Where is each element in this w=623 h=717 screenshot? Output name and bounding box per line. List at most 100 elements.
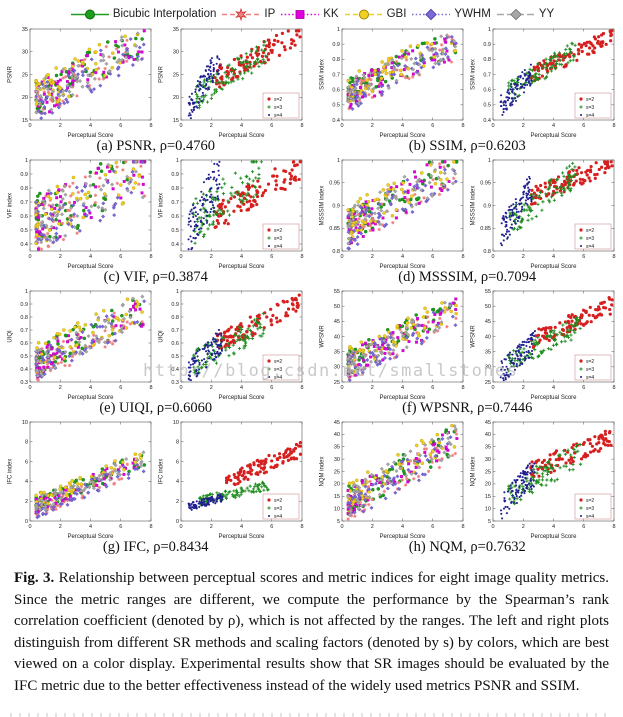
scale-legend: s=2 s=3 s=4 [262,493,300,520]
panel-caption-a: (a) PSNR, ρ=0.4760 [96,138,216,154]
scale-legend: s=2 s=3 s=4 [574,493,612,520]
scatter-plot-e-left: 0 2 4 6 8 0.3 0.4 0.5 0.6 0.7 0.8 0.9 1 Perceptual Sc… [8,289,153,401]
svg-text:25: 25 [22,72,28,78]
plot-row-3: 0 2 4 6 8 0.3 0.4 0.5 0.6 0.7 0.8 0.9 1 Perceptual Sc… [0,287,623,401]
svg-text:s=2: s=2 [586,228,594,234]
x-axis-label: Perceptual Score [379,133,426,139]
scatter-points [34,159,147,251]
svg-text:8: 8 [149,254,152,260]
x-axis-label: Perceptual Score [530,395,577,401]
svg-text:0.8: 0.8 [20,315,28,321]
svg-text:8: 8 [612,524,615,530]
svg-text:2: 2 [210,524,213,530]
scatter-points [346,297,458,383]
svg-text:15: 15 [22,118,28,124]
scale-legend: s=2 s=3 s=4 [262,92,300,119]
svg-text:s=3: s=3 [586,506,594,512]
svg-text:0.8: 0.8 [20,186,28,192]
svg-text:2: 2 [210,254,213,260]
legend-item-ip: IP [220,7,275,22]
legend-label: Bicubic Interpolation [112,8,217,20]
svg-text:s=3: s=3 [586,236,594,242]
svg-text:0.9: 0.9 [171,172,179,178]
x-axis-label: Perceptual Score [530,264,577,270]
svg-text:1: 1 [25,289,28,295]
svg-text:s=3: s=3 [274,105,282,111]
panel-b: 0 2 4 6 8 0.4 0.5 0.6 0.7 0.8 0.9 1 Perceptual Score… [317,25,618,139]
svg-text:s=4: s=4 [274,375,282,381]
svg-text:8: 8 [300,385,303,391]
scatter-points [34,294,147,382]
cutoff-next-line [10,713,613,717]
scale-legend: s=2 s=3 s=4 [574,354,612,381]
legend-item-bicubic-interpolation: Bicubic Interpolation [69,7,217,22]
y-axis-label: MSSSIM index [471,186,477,226]
svg-text:2: 2 [371,524,374,530]
svg-text:1: 1 [176,158,179,164]
svg-text:4: 4 [401,123,404,129]
svg-text:8: 8 [25,440,28,446]
svg-text:8: 8 [149,524,152,530]
svg-text:1: 1 [176,289,179,295]
figure-legend: Bicubic Interpolation IP KK GBI YWHM YY [0,5,623,23]
scatter-plot-f-left: 0 2 4 6 8 25 30 35 40 45 50 55 Perceptual Score WPSNR [320,289,465,401]
svg-text:0: 0 [340,123,343,129]
svg-text:6: 6 [25,459,28,465]
panel-caption-f: (f) WPSNR, ρ=0.7446 [402,400,533,416]
svg-text:40: 40 [334,334,340,340]
x-axis-label: Perceptual Score [67,264,114,270]
svg-text:s=3: s=3 [274,506,282,512]
svg-text:0: 0 [340,524,343,530]
scale-legend: s=2 s=3 s=4 [262,223,300,250]
svg-text:2: 2 [522,254,525,260]
scatter-points [499,429,613,520]
y-axis-label: UIQI [8,330,14,343]
y-axis-label: UIQI [159,330,165,343]
svg-text:25: 25 [334,469,340,475]
scatter-points [187,293,301,382]
svg-text:0.4: 0.4 [483,118,491,124]
svg-text:4: 4 [552,524,555,530]
scatter-points [499,29,614,116]
svg-text:6: 6 [119,524,122,530]
svg-text:s=4: s=4 [586,514,594,520]
svg-text:0: 0 [340,254,343,260]
plot-row-4: 0 2 4 6 8 0 2 4 6 8 10 Perceptual Score IFC index 0 2 4… [0,418,623,540]
svg-text:0.6: 0.6 [171,341,179,347]
svg-text:40: 40 [334,432,340,438]
svg-text:5: 5 [488,519,491,525]
svg-text:0.4: 0.4 [171,242,179,248]
scatter-points [346,33,459,111]
svg-text:8: 8 [149,123,152,129]
svg-text:6: 6 [431,524,434,530]
legend-label: IP [264,8,276,20]
panel-caption-row-1: (a) PSNR, ρ=0.4760 (b) SSIM, ρ=0.6203 [0,138,623,155]
svg-text:6: 6 [176,459,179,465]
x-axis-label: Perceptual Score [379,395,426,401]
svg-text:6: 6 [582,254,585,260]
svg-text:4: 4 [89,254,92,260]
svg-text:0.6: 0.6 [20,214,28,220]
svg-text:30: 30 [334,457,340,463]
panel-caption-h: (h) NQM, ρ=0.7632 [408,539,526,555]
legend-label: GBI [386,8,407,20]
legend-label: KK [323,8,339,20]
panel-caption-b: (b) SSIM, ρ=0.6203 [408,138,526,154]
svg-text:0.4: 0.4 [171,367,179,373]
svg-text:s=4: s=4 [274,113,282,119]
svg-text:0.8: 0.8 [483,249,491,255]
x-axis-label: Perceptual Score [67,133,114,139]
svg-text:2: 2 [522,385,525,391]
svg-text:10: 10 [173,420,179,426]
figure-caption-tag: Fig. 3. [14,570,55,586]
svg-text:30: 30 [334,365,340,371]
svg-text:6: 6 [270,385,273,391]
svg-text:6: 6 [582,123,585,129]
svg-text:8: 8 [612,123,615,129]
svg-text:4: 4 [89,123,92,129]
svg-text:0.85: 0.85 [480,226,491,232]
svg-text:4: 4 [240,385,243,391]
scatter-points [187,160,302,251]
